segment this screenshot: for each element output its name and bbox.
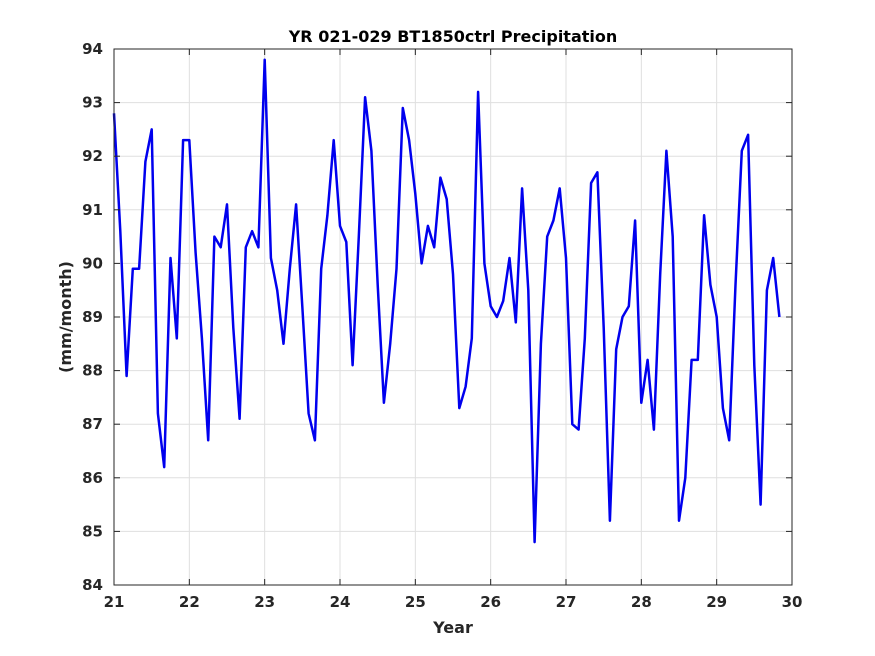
y-tick-label: 85 xyxy=(82,522,103,540)
chart-title: YR 021-029 BT1850ctrl Precipitation xyxy=(288,27,618,46)
x-tick-labels: 21 22 23 24 25 26 27 28 29 30 xyxy=(104,593,803,611)
y-tick-label: 88 xyxy=(82,362,103,380)
tick-marks xyxy=(113,48,793,586)
y-tick-label: 90 xyxy=(82,254,103,272)
x-tick-label: 28 xyxy=(631,593,652,611)
x-tick-label: 25 xyxy=(405,593,426,611)
x-tick-label: 21 xyxy=(104,593,125,611)
precipitation-series-line xyxy=(112,58,781,544)
x-tick-label: 22 xyxy=(179,593,200,611)
y-tick-labels: 84 85 86 87 88 89 90 91 92 93 94 xyxy=(82,40,103,594)
series-group xyxy=(112,58,781,544)
x-tick-label: 24 xyxy=(330,593,351,611)
y-tick-label: 87 xyxy=(82,415,103,433)
x-tick-label: 26 xyxy=(480,593,501,611)
y-tick-label: 92 xyxy=(82,147,103,165)
y-axis-label: (mm/month) xyxy=(56,261,75,373)
x-axis-label: Year xyxy=(432,618,473,637)
y-tick-label: 84 xyxy=(82,576,103,594)
y-tick-label: 94 xyxy=(82,40,103,58)
y-tick-label: 93 xyxy=(82,94,103,112)
y-tick-label: 89 xyxy=(82,308,103,326)
y-tick-label: 86 xyxy=(82,469,103,487)
x-tick-label: 27 xyxy=(556,593,577,611)
x-tick-label: 30 xyxy=(782,593,803,611)
x-tick-label: 23 xyxy=(254,593,275,611)
y-tick-label: 91 xyxy=(82,201,103,219)
grid-lines xyxy=(113,48,793,586)
x-tick-label: 29 xyxy=(706,593,727,611)
